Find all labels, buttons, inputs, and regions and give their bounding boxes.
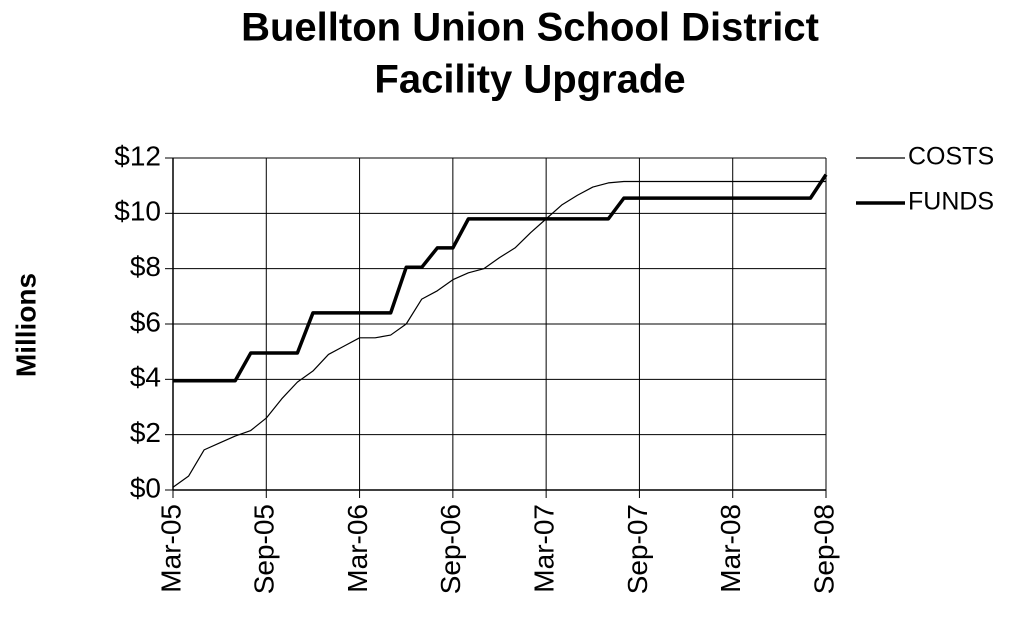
y-tick-label: $2 bbox=[130, 417, 161, 448]
x-tick-label: Mar-07 bbox=[529, 504, 560, 593]
y-tick-label: $6 bbox=[130, 306, 161, 337]
series-line bbox=[172, 180, 826, 488]
series-line bbox=[173, 173, 828, 383]
x-tick-label: Sep-07 bbox=[622, 504, 653, 594]
y-tick-label: $8 bbox=[130, 251, 161, 282]
x-tick-label: Mar-06 bbox=[342, 504, 373, 593]
x-tick-label: Sep-06 bbox=[435, 504, 466, 594]
y-tick-label: $0 bbox=[130, 472, 161, 503]
x-tick-label: Mar-08 bbox=[715, 504, 746, 593]
y-tick-label: $4 bbox=[130, 362, 161, 393]
y-tick-label: $10 bbox=[114, 196, 161, 227]
legend-label: FUNDS bbox=[908, 188, 994, 216]
legend-label: COSTS bbox=[908, 143, 994, 171]
chart-title: Facility Upgrade bbox=[374, 58, 685, 102]
x-tick-label: Sep-05 bbox=[249, 504, 280, 594]
y-axis-label: Millions bbox=[10, 273, 41, 377]
x-tick-label: Mar-05 bbox=[155, 504, 186, 593]
y-tick-label: $12 bbox=[114, 140, 161, 171]
chart-title: Buellton Union School District bbox=[241, 6, 819, 50]
x-tick-label: Sep-08 bbox=[808, 504, 839, 594]
